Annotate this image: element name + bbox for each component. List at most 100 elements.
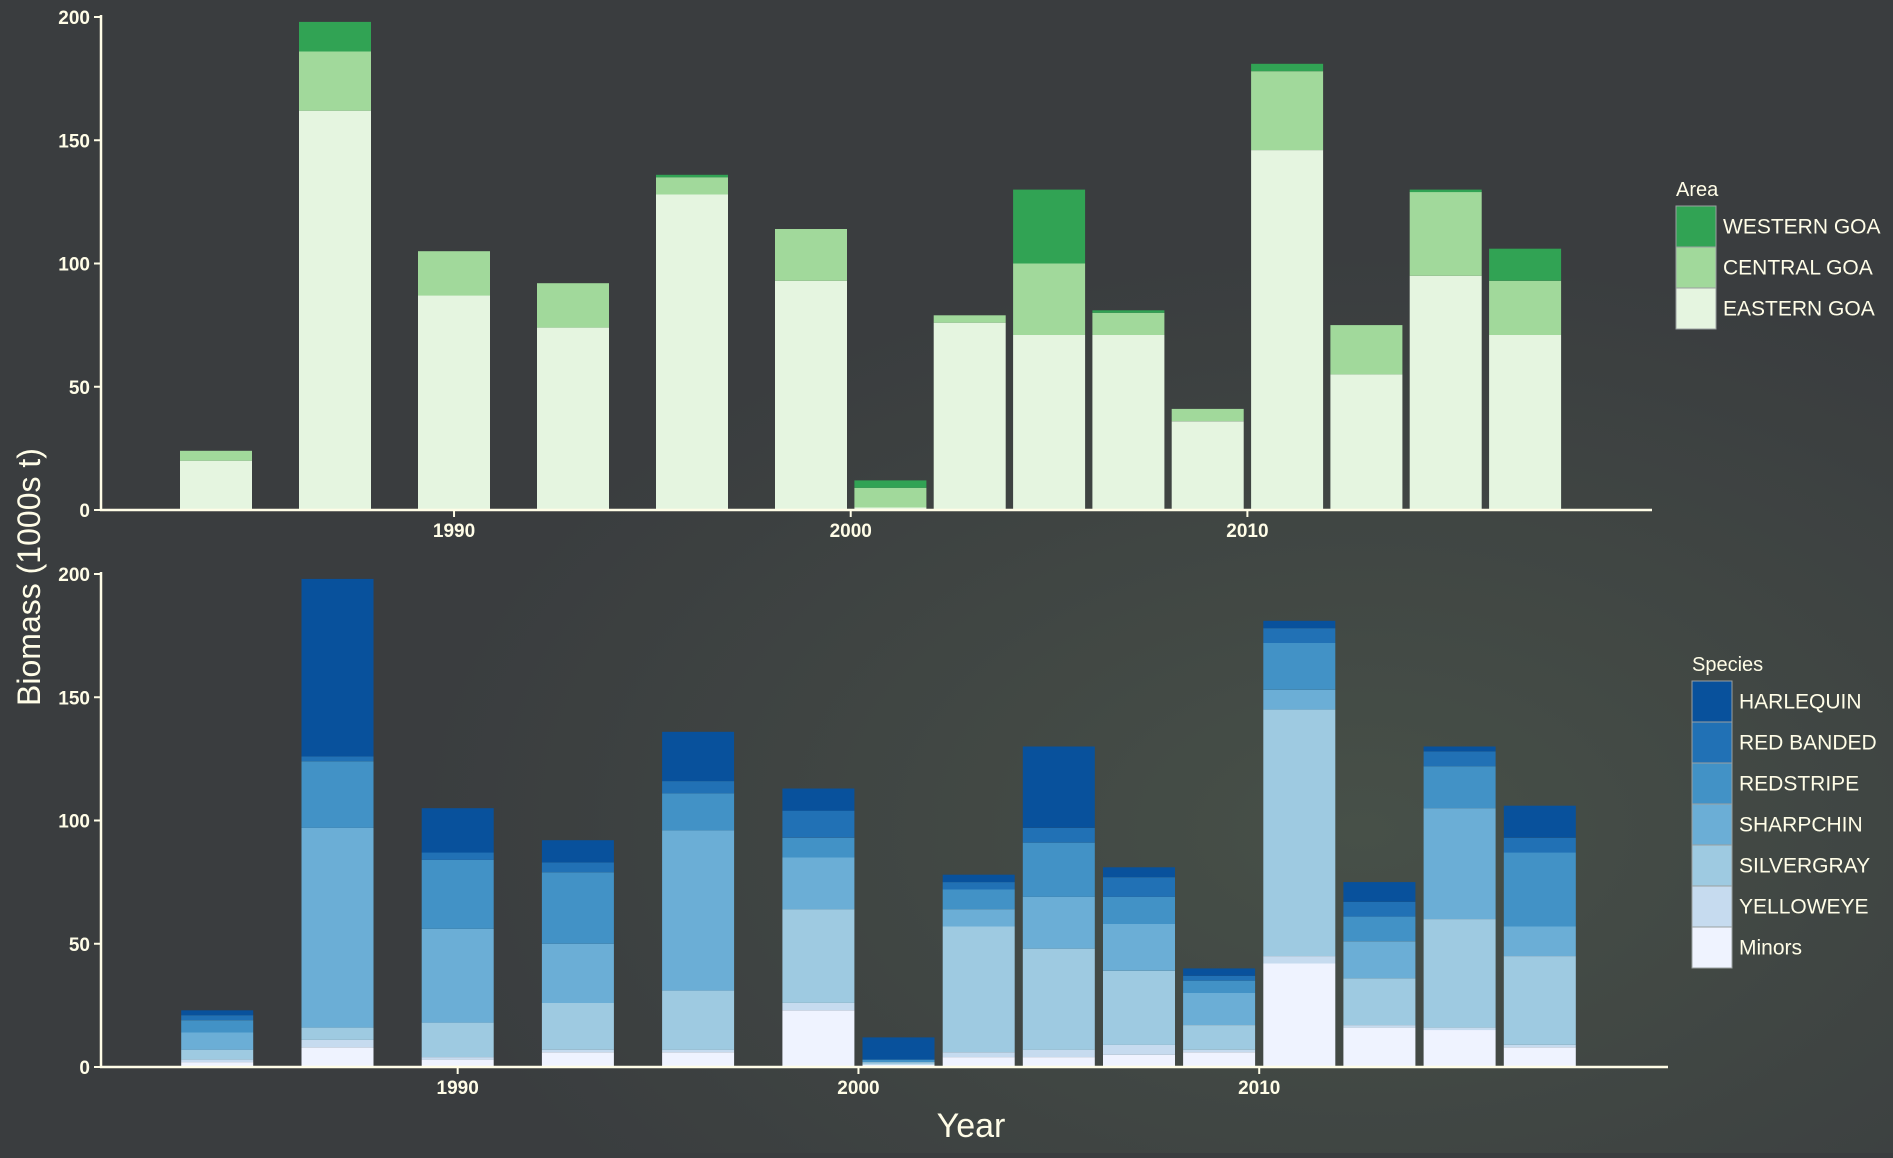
bar-red-banded-2009 (1183, 975, 1256, 981)
bar-redstripe-2009 (1183, 980, 1256, 993)
bar-redstripe-2013 (1343, 916, 1416, 942)
bar-central-goa-1999 (775, 229, 847, 281)
bar-redstripe-1996 (662, 793, 735, 831)
bar-central-goa-1993 (537, 283, 609, 328)
legend-swatch (1675, 246, 1717, 289)
bar-eastern-goa-1996 (656, 194, 728, 510)
bar-central-goa-2013 (1330, 325, 1403, 375)
bar-red-banded-2011 (1263, 628, 1336, 643)
bar-red-banded-2013 (1343, 901, 1416, 917)
bar-yelloweye-1996 (662, 1049, 735, 1053)
bar-harlequin-1984 (181, 1010, 254, 1016)
bar-yelloweye-1993 (541, 1049, 614, 1053)
bar-yelloweye-1987 (301, 1039, 374, 1048)
bar-harlequin-1993 (541, 840, 614, 863)
bar-harlequin-2007 (1103, 867, 1175, 878)
bar-eastern-goa-1987 (299, 110, 371, 510)
bar-redstripe-2007 (1103, 896, 1175, 924)
bar-red-banded-2003 (942, 882, 1015, 890)
bar-harlequin-2017 (1503, 805, 1576, 838)
bar-sharpchin-2005 (1022, 896, 1095, 949)
x-tick-label: 1990 (437, 1078, 479, 1099)
bar-silvergray-2009 (1183, 1025, 1256, 1050)
bar-yelloweye-1984 (181, 1059, 254, 1063)
bar-redstripe-2005 (1022, 842, 1095, 897)
x-tick-label: 2000 (837, 1078, 879, 1099)
legend-swatch (1691, 803, 1733, 846)
legend-label: SHARPCHIN (1739, 814, 1863, 837)
bar-central-goa-2009 (1171, 408, 1244, 422)
legend-label: EASTERN GOA (1723, 298, 1875, 321)
y-tick-label: 50 (69, 935, 90, 956)
bar-sharpchin-1999 (782, 857, 855, 910)
bar-harlequin-1996 (662, 731, 735, 782)
bar-minors-1990 (421, 1059, 494, 1067)
bar-redstripe-1987 (301, 761, 374, 828)
bar-central-goa-2007 (1092, 312, 1165, 335)
bar-sharpchin-2013 (1343, 941, 1416, 979)
y-tick-label: 0 (79, 1058, 90, 1079)
bar-silvergray-2017 (1503, 956, 1576, 1045)
y-tick-label: 200 (58, 8, 90, 29)
bar-harlequin-2003 (942, 874, 1015, 883)
bar-central-goa-1987 (299, 51, 371, 111)
x-tick-label: 2000 (830, 521, 872, 542)
bar-eastern-goa-1984 (180, 460, 252, 510)
y-tick-label: 200 (58, 565, 90, 586)
legend: Species HARLEQUIN RED BANDED REDSTRIPE SHARP… (1691, 654, 1877, 969)
bar-eastern-goa-2007 (1092, 335, 1165, 510)
y-tick-label: 0 (79, 501, 90, 522)
bar-western-goa-2001 (854, 480, 927, 488)
bar-eastern-goa-2003 (933, 322, 1006, 510)
bar-western-goa-2007 (1092, 310, 1165, 313)
bar-red-banded-2017 (1503, 837, 1576, 853)
bar-redstripe-1984 (181, 1020, 254, 1033)
bar-redstripe-2003 (942, 889, 1015, 910)
legend-swatch (1691, 885, 1733, 928)
bar-central-goa-1984 (180, 450, 252, 461)
bar-red-banded-1993 (541, 862, 614, 873)
bar-red-banded-1990 (421, 852, 494, 860)
bar-harlequin-2013 (1343, 882, 1416, 902)
bar-eastern-goa-2017 (1489, 335, 1562, 510)
bar-western-goa-1996 (656, 174, 728, 178)
x-axis-title: Year (937, 1107, 1006, 1145)
bar-red-banded-2015 (1423, 751, 1496, 767)
bar-redstripe-1999 (782, 837, 855, 858)
bar-redstripe-2017 (1503, 852, 1576, 927)
bar-minors-1993 (541, 1052, 614, 1067)
bar-eastern-goa-2009 (1171, 421, 1244, 510)
legend-title: Area (1676, 179, 1719, 201)
bar-minors-2017 (1503, 1047, 1576, 1067)
bar-minors-2005 (1022, 1057, 1095, 1067)
bar-minors-2007 (1103, 1054, 1175, 1067)
x-tick-label: 2010 (1226, 521, 1268, 542)
bar-sharpchin-1984 (181, 1032, 254, 1050)
bar-red-banded-1996 (662, 781, 735, 794)
legend-swatch (1691, 762, 1733, 805)
bar-red-banded-1984 (181, 1015, 254, 1021)
x-tick-label: 1990 (433, 521, 475, 542)
legend-title: Species (1692, 654, 1763, 676)
legend-label: WESTERN GOA (1723, 216, 1881, 239)
bar-western-goa-1987 (299, 21, 371, 52)
bar-sharpchin-2011 (1263, 689, 1336, 710)
legend-label: CENTRAL GOA (1723, 257, 1873, 280)
bar-sharpchin-2017 (1503, 926, 1576, 957)
bar-central-goa-1990 (418, 251, 490, 296)
bar-red-banded-2007 (1103, 877, 1175, 897)
bar-yelloweye-1990 (421, 1057, 494, 1060)
bar-redstripe-2011 (1263, 643, 1336, 690)
bar-western-goa-2005 (1013, 189, 1086, 264)
bar-red-banded-1987 (301, 756, 374, 762)
bar-central-goa-2015 (1409, 192, 1482, 276)
bar-minors-1984 (181, 1062, 254, 1067)
bar-minors-1999 (782, 1010, 855, 1067)
bars (180, 21, 1562, 510)
bar-minors-2003 (942, 1057, 1015, 1067)
bar-minors-2009 (1183, 1052, 1256, 1067)
bar-yelloweye-2003 (942, 1052, 1015, 1058)
bar-red-banded-1999 (782, 810, 855, 838)
